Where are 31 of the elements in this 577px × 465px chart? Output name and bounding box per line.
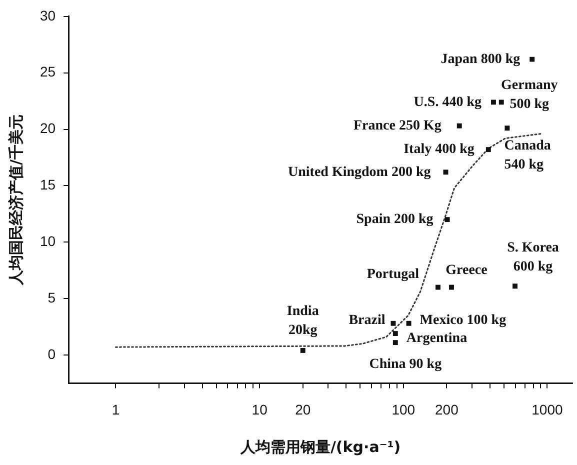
annotation: Spain 200 kg — [356, 212, 434, 228]
x-tick-label: 1 — [112, 401, 120, 418]
y-tick-label: 5 — [48, 289, 56, 306]
annotation: China 90 kg — [369, 357, 442, 372]
x-tick-label: 20 — [295, 401, 311, 418]
annotation: Brazil — [348, 312, 386, 328]
x-tick-label: 100 — [392, 401, 416, 418]
annotation: Canada 540 kg — [504, 138, 551, 173]
y-tick-label: 25 — [40, 64, 56, 80]
annotation: Greece — [446, 262, 488, 278]
annotation: India 20kg — [286, 304, 319, 338]
y-tick-label: 30 — [40, 7, 56, 24]
y-tick-label: 15 — [40, 176, 56, 193]
x-tick-label: 10 — [252, 401, 268, 418]
x-tick-label: 200 — [435, 401, 459, 418]
annotation: Japan 800 kg — [440, 52, 520, 67]
y-tick-label: 10 — [40, 232, 56, 249]
y-axis-title: 人均国民经济产值/千美元 — [6, 114, 25, 286]
annotation: Argentina — [406, 331, 468, 346]
annotation: France 250 Kg — [353, 118, 442, 134]
annotation: Portugal — [366, 266, 420, 282]
y-tick-label: 20 — [40, 120, 56, 136]
y-tick-label: 0 — [48, 346, 56, 362]
x-axis-title: 人均需用钢量/(kg·a⁻¹) — [239, 438, 401, 456]
annotation: U.S. 440 kg — [414, 94, 482, 110]
annotation: Mexico 100 kg — [420, 312, 506, 328]
annotation: Germany 500 kg — [500, 78, 558, 112]
annotation: United Kingdom 200 kg — [288, 164, 431, 180]
x-tick-label: 1000 — [532, 401, 564, 418]
annotation: Italy 400 kg — [404, 142, 474, 158]
annotation: S. Korea 600 kg — [507, 240, 559, 275]
